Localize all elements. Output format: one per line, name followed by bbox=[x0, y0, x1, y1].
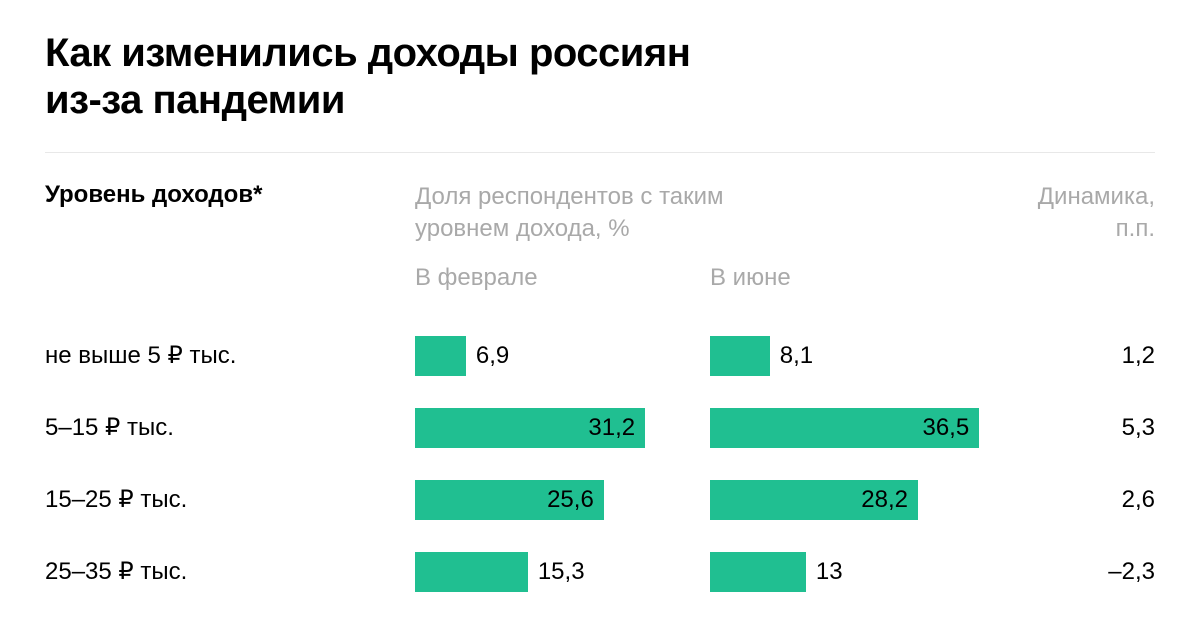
bar-value: 8,1 bbox=[780, 342, 813, 370]
data-rows: не выше 5 ₽ тыс. 6,9 8,1 1,2 5–15 ₽ тыс. 31,2… bbox=[45, 330, 1155, 598]
bar-value: 25,6 bbox=[547, 486, 594, 514]
bar-value: 31,2 bbox=[588, 414, 635, 442]
dynamics-value: 1,2 bbox=[1122, 342, 1155, 369]
table-row: не выше 5 ₽ тыс. 6,9 8,1 1,2 bbox=[45, 330, 1155, 382]
header-share-line2: уровнем дохода, % bbox=[415, 215, 630, 242]
bar bbox=[710, 552, 806, 592]
bar-feb: 25,6 bbox=[415, 480, 710, 520]
header-share-line1: Доля респондентов с таким bbox=[415, 183, 724, 210]
header-dynamics: Динамика, п.п. bbox=[1005, 181, 1155, 243]
table-row: 15–25 ₽ тыс. 25,6 28,2 2,6 bbox=[45, 474, 1155, 526]
title-line1: Как изменились доходы россиян bbox=[45, 31, 690, 75]
bar-value: 15,3 bbox=[538, 558, 585, 586]
dynamics-value: 2,6 bbox=[1122, 486, 1155, 513]
income-level-label: 15–25 ₽ тыс. bbox=[45, 486, 187, 513]
bar-jun: 36,5 bbox=[710, 408, 1005, 448]
bar-value: 36,5 bbox=[922, 414, 969, 442]
header-share: Доля респондентов с таким уровнем дохода… bbox=[415, 181, 1005, 243]
bar-value: 6,9 bbox=[476, 342, 509, 370]
month-feb: В феврале bbox=[415, 264, 710, 292]
title-line2: из-за пандемии bbox=[45, 78, 345, 122]
table-row: 5–15 ₽ тыс. 31,2 36,5 5,3 bbox=[45, 402, 1155, 454]
bar bbox=[415, 336, 466, 376]
bar-jun: 13 bbox=[710, 552, 1005, 592]
bar bbox=[710, 336, 770, 376]
bar-feb: 31,2 bbox=[415, 408, 710, 448]
divider bbox=[45, 152, 1155, 153]
header-level: Уровень доходов* bbox=[45, 181, 415, 209]
income-level-label: 5–15 ₽ тыс. bbox=[45, 414, 174, 441]
month-jun: В июне bbox=[710, 264, 1005, 292]
bar-feb: 6,9 bbox=[415, 336, 710, 376]
table-row: 25–35 ₽ тыс. 15,3 13 –2,3 bbox=[45, 546, 1155, 598]
dynamics-value: 5,3 bbox=[1122, 414, 1155, 441]
header-row: Уровень доходов* Доля респондентов с так… bbox=[45, 181, 1155, 243]
dynamics-value: –2,3 bbox=[1108, 558, 1155, 585]
income-level-label: 25–35 ₽ тыс. bbox=[45, 558, 187, 585]
bar-jun: 8,1 bbox=[710, 336, 1005, 376]
bar-feb: 15,3 bbox=[415, 552, 710, 592]
income-level-label: не выше 5 ₽ тыс. bbox=[45, 342, 236, 369]
header-dyn-line1: Динамика, bbox=[1038, 183, 1155, 210]
bar-value: 13 bbox=[816, 558, 843, 586]
subheader-row: В феврале В июне bbox=[45, 264, 1155, 292]
bar-value: 28,2 bbox=[861, 486, 908, 514]
bar-jun: 28,2 bbox=[710, 480, 1005, 520]
bar bbox=[415, 552, 528, 592]
header-dyn-line2: п.п. bbox=[1116, 215, 1155, 242]
chart-title: Как изменились доходы россиян из-за панд… bbox=[45, 30, 1155, 124]
